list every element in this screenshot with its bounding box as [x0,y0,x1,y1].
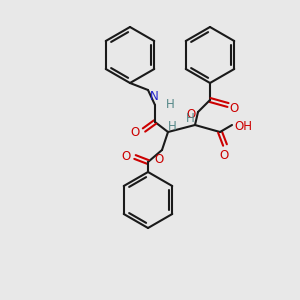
Text: O: O [122,151,131,164]
Text: OH: OH [234,119,252,133]
Text: H: H [168,119,176,133]
Text: N: N [150,90,158,103]
Text: H: H [186,112,194,125]
Text: H: H [166,98,175,110]
Text: O: O [154,153,164,166]
Text: O: O [187,109,196,122]
Text: O: O [131,125,140,139]
Text: O: O [229,101,238,115]
Text: O: O [219,149,229,162]
